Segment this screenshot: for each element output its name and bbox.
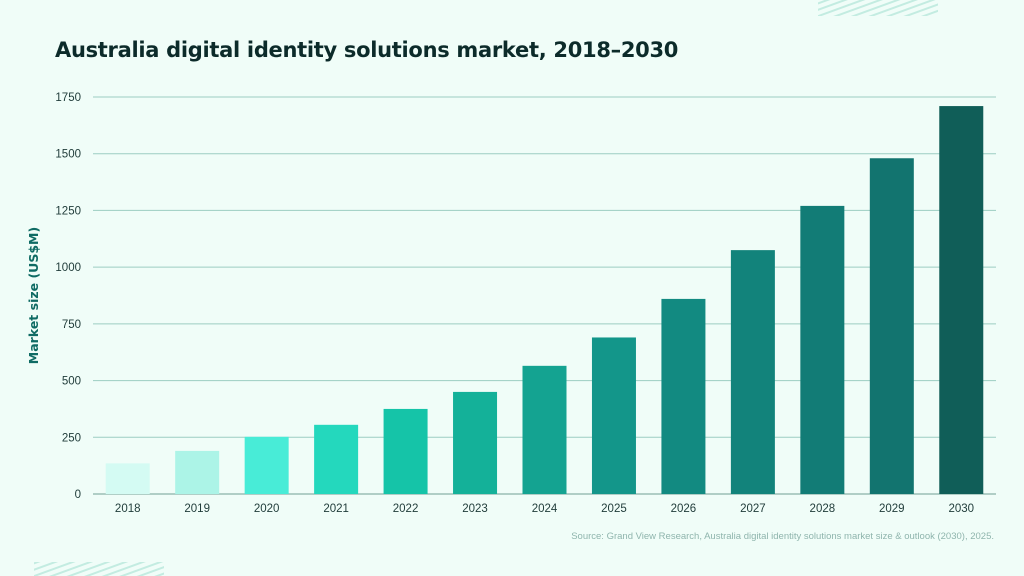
x-tick-label: 2022 bbox=[393, 503, 419, 515]
x-tick-label: 2026 bbox=[671, 503, 697, 515]
y-tick-label: 0 bbox=[75, 489, 81, 501]
x-tick-label: 2021 bbox=[323, 503, 349, 515]
y-tick-label: 1750 bbox=[55, 92, 81, 104]
bar-2022 bbox=[383, 408, 428, 494]
x-tick-label: 2020 bbox=[254, 503, 280, 515]
bar-2026 bbox=[661, 298, 706, 494]
bar-2024 bbox=[522, 365, 567, 494]
bar-2021 bbox=[314, 424, 359, 494]
bar-2023 bbox=[453, 391, 498, 494]
x-tick-label: 2030 bbox=[948, 503, 974, 515]
bar-2028 bbox=[800, 205, 845, 495]
source-note: Source: Grand View Research, Australia d… bbox=[571, 531, 994, 542]
y-axis-title: Market size (US$M) bbox=[26, 227, 41, 364]
bar-2018 bbox=[105, 463, 150, 494]
x-tick-label: 2018 bbox=[115, 503, 141, 515]
bar-2027 bbox=[730, 250, 775, 494]
x-tick-label: 2024 bbox=[532, 503, 558, 515]
x-tick-label: 2027 bbox=[740, 503, 766, 515]
bar-2019 bbox=[175, 450, 220, 494]
y-tick-label: 750 bbox=[62, 319, 81, 331]
y-tick-label: 1250 bbox=[55, 205, 81, 217]
bar-2020 bbox=[244, 436, 289, 494]
x-tick-label: 2025 bbox=[601, 503, 627, 515]
y-tick-label: 500 bbox=[62, 376, 81, 388]
x-tick-label: 2029 bbox=[879, 503, 905, 515]
x-tick-label: 2019 bbox=[184, 503, 210, 515]
bar-2025 bbox=[591, 337, 636, 494]
y-tick-label: 1000 bbox=[55, 262, 81, 274]
y-tick-label: 1500 bbox=[55, 149, 81, 161]
decor-stripes-top bbox=[818, 0, 938, 16]
chart-title: Australia digital identity solutions mar… bbox=[55, 38, 679, 62]
decor-stripes-bottom bbox=[34, 562, 164, 576]
bar-2029 bbox=[869, 158, 914, 494]
x-tick-label: 2028 bbox=[810, 503, 836, 515]
x-tick-label: 2023 bbox=[462, 503, 488, 515]
bar-2030 bbox=[939, 106, 984, 495]
y-tick-label: 250 bbox=[62, 432, 81, 444]
